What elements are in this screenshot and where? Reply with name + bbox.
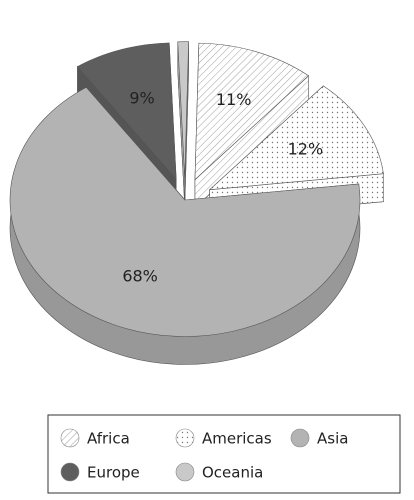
pie: 11% 12% 68% 9%: [9, 41, 384, 365]
value-label: 11%: [216, 90, 252, 109]
slice: [177, 41, 189, 179]
slice: [9, 86, 361, 337]
slice: [194, 42, 310, 181]
legend-swatch: [290, 428, 310, 448]
legend: Africa Americas Asia Europe Oceania: [60, 428, 348, 482]
slice: [76, 42, 177, 181]
slice: [208, 85, 384, 191]
legend-box: [47, 414, 401, 494]
legend-label: Americas: [202, 430, 272, 448]
legend-label: Africa: [87, 430, 130, 448]
value-label: 9%: [129, 88, 154, 107]
legend-label: Asia: [317, 430, 348, 448]
legend-label: Oceania: [202, 464, 263, 482]
legend-label: Europe: [87, 464, 140, 482]
legend-swatch: [175, 428, 195, 448]
legend-swatch: [60, 428, 80, 448]
legend-swatch: [60, 462, 80, 482]
value-label: 68%: [122, 267, 158, 286]
legend-swatch: [175, 462, 195, 482]
value-label: 12%: [288, 139, 324, 158]
